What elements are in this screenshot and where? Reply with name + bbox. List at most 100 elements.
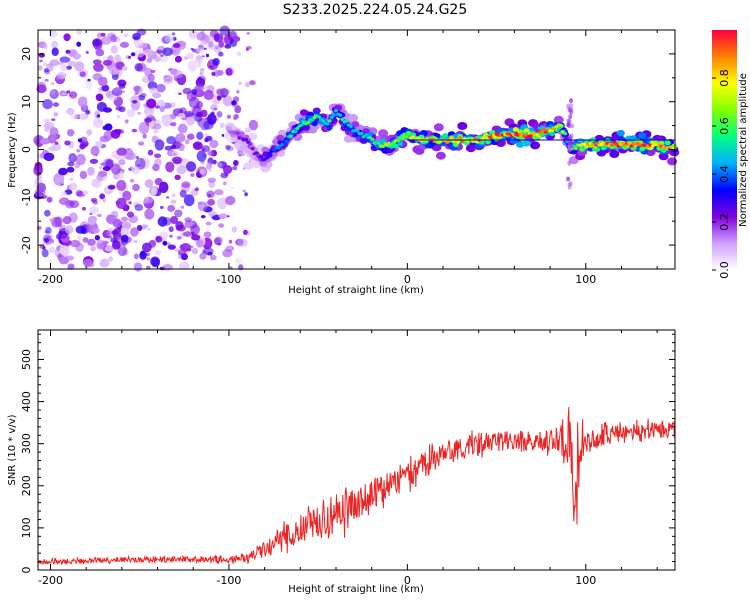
noise-blob — [132, 183, 140, 192]
noise-blob — [243, 229, 248, 235]
ridge-blob — [344, 119, 349, 123]
noise-blob — [207, 150, 215, 156]
noise-blob — [207, 113, 217, 125]
noise-blob — [101, 84, 110, 92]
ridge-blob — [522, 140, 531, 147]
noise-blob — [203, 231, 212, 238]
noise-blob — [199, 168, 206, 175]
noise-blob — [167, 204, 176, 212]
ridge-blob — [265, 155, 270, 160]
noise-blob — [143, 247, 148, 253]
noise-blob — [171, 156, 183, 164]
noise-blob — [217, 162, 223, 168]
ridge-blob — [582, 142, 587, 146]
snr-panel: -200 -100 0 100 0 100 200 300 400 500 Height of … — [7, 329, 676, 595]
noise-blob — [126, 211, 135, 218]
noise-blob — [97, 119, 102, 124]
colorbar-tick-label: 0.4 — [718, 165, 731, 183]
noise-blob — [92, 118, 104, 128]
noise-blob — [222, 181, 227, 186]
noise-blob — [69, 200, 80, 209]
ridge-blob — [289, 134, 293, 138]
y-tick-label: -20 — [20, 236, 33, 254]
x-tick-label: 0 — [404, 574, 411, 587]
noise-blob — [236, 89, 240, 94]
noise-blob — [66, 65, 72, 70]
noise-blob — [95, 141, 103, 148]
noise-blob — [96, 114, 101, 118]
noise-blob — [172, 43, 181, 48]
ridge-blob — [235, 131, 240, 135]
noise-blob — [199, 40, 205, 46]
spectrogram-x-axis-label: Height of straight line (km) — [288, 285, 424, 296]
ridge-blob — [664, 140, 671, 146]
noise-blob — [118, 159, 126, 166]
noise-blob — [145, 202, 150, 207]
noise-blob — [96, 101, 107, 112]
ridge-blob — [577, 138, 584, 144]
ridge-blob — [558, 123, 563, 127]
ridge-blob — [250, 146, 255, 151]
noise-blob — [77, 138, 83, 143]
noise-blob — [143, 117, 153, 123]
x-tick-label: -100 — [216, 574, 241, 587]
noise-blob — [121, 216, 128, 222]
ridge-blob — [302, 124, 310, 131]
noise-blob — [124, 119, 129, 124]
ridge-blob — [327, 119, 332, 123]
noise-blob — [219, 122, 225, 128]
noise-blob — [200, 215, 206, 219]
ridge-blob — [569, 103, 574, 109]
ridge-blob — [612, 140, 617, 144]
noise-blob — [73, 61, 85, 72]
ridge-blob — [248, 142, 253, 146]
noise-blob — [133, 262, 143, 272]
noise-blob — [85, 50, 89, 54]
noise-blob — [156, 49, 163, 54]
noise-blob — [39, 138, 50, 145]
y-tick-label: 20 — [20, 47, 33, 61]
noise-blob — [118, 106, 126, 113]
noise-blob — [102, 198, 107, 203]
ridge-blob — [539, 130, 544, 134]
spectrogram-y-axis-label: Frequency (Hz) — [7, 112, 18, 188]
ridge-blob — [404, 134, 409, 138]
noise-blob — [174, 248, 180, 252]
ridge-blob — [396, 138, 401, 142]
ridge-blob — [516, 141, 525, 148]
y-tick-label: 300 — [20, 433, 33, 454]
noise-blob — [225, 144, 231, 150]
ridge-blob — [507, 132, 512, 136]
noise-blob — [58, 61, 64, 65]
noise-blob — [116, 147, 127, 156]
ridge-blob — [535, 133, 540, 137]
noise-blob — [42, 239, 52, 246]
ridge-blob — [433, 123, 444, 132]
noise-blob — [95, 48, 105, 57]
noise-blob — [214, 236, 223, 245]
noise-blob — [99, 193, 106, 200]
noise-blob — [136, 224, 143, 232]
y-tick-label: 10 — [20, 95, 33, 109]
noise-blob — [170, 199, 177, 204]
noise-blob — [129, 178, 135, 183]
noise-blob — [150, 256, 161, 267]
noise-blob — [146, 257, 151, 261]
noise-blob — [205, 221, 212, 226]
ridge-blob — [638, 132, 647, 139]
noise-blob — [220, 94, 226, 99]
noise-blob — [139, 93, 147, 98]
noise-blob — [218, 51, 224, 57]
noise-blob — [161, 115, 167, 119]
noise-blob — [177, 142, 183, 147]
noise-blob — [109, 95, 118, 101]
noise-blob — [69, 91, 78, 99]
noise-blob — [51, 118, 56, 121]
noise-blob — [44, 209, 51, 217]
noise-blob — [197, 63, 201, 68]
noise-blob — [83, 190, 89, 195]
ridge-blob — [567, 160, 572, 166]
ridge-blob — [364, 133, 368, 137]
noise-blob — [49, 218, 55, 222]
